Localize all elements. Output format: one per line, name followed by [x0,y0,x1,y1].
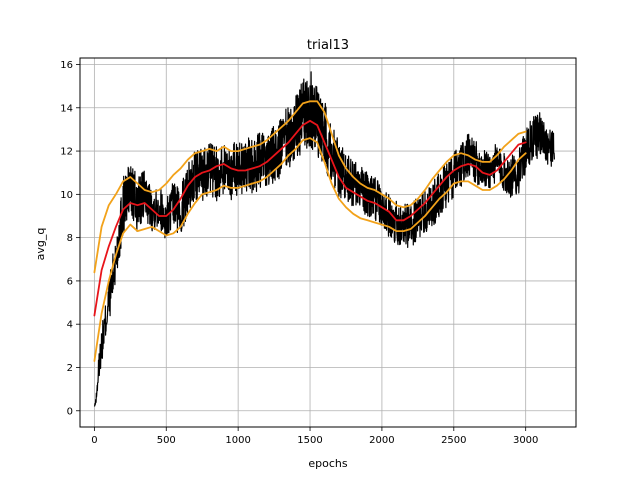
y-tick-label: 4 [67,320,73,331]
y-tick-label: 8 [67,233,73,244]
y-tick-label: 12 [60,147,73,158]
x-tick-label: 3000 [513,435,538,446]
mean-line [93,119,527,317]
y-tick-label: 16 [60,60,73,71]
axes-frame [79,57,577,428]
raw-avg-q-line [93,71,555,407]
y-tick-label: 6 [67,276,73,287]
series-layer [93,71,555,407]
grid-layer [80,58,576,427]
plot-area-border [79,57,577,428]
tick-layer: 0 500 1000 1500 2000 2500 3000 0 2 4 6 8 10 12 14 16 [60,60,538,446]
x-tick-label: 500 [157,435,176,446]
upper-band-line [93,100,527,274]
lower-band-line [93,137,527,362]
y-tick-label: 0 [67,406,73,417]
y-tick-label: 14 [60,103,73,114]
y-tick-label: 10 [60,190,73,201]
x-tick-label: 1500 [297,435,322,446]
y-axis-label: avg_q [34,228,47,261]
x-tick-label: 1000 [225,435,250,446]
x-tick-label: 2500 [441,435,466,446]
x-tick-label: 2000 [369,435,394,446]
x-axis-label: epochs [308,457,347,470]
y-tick-label: 2 [67,363,73,374]
chart-title: trial13 [307,38,349,53]
x-tick-label: 0 [91,435,97,446]
